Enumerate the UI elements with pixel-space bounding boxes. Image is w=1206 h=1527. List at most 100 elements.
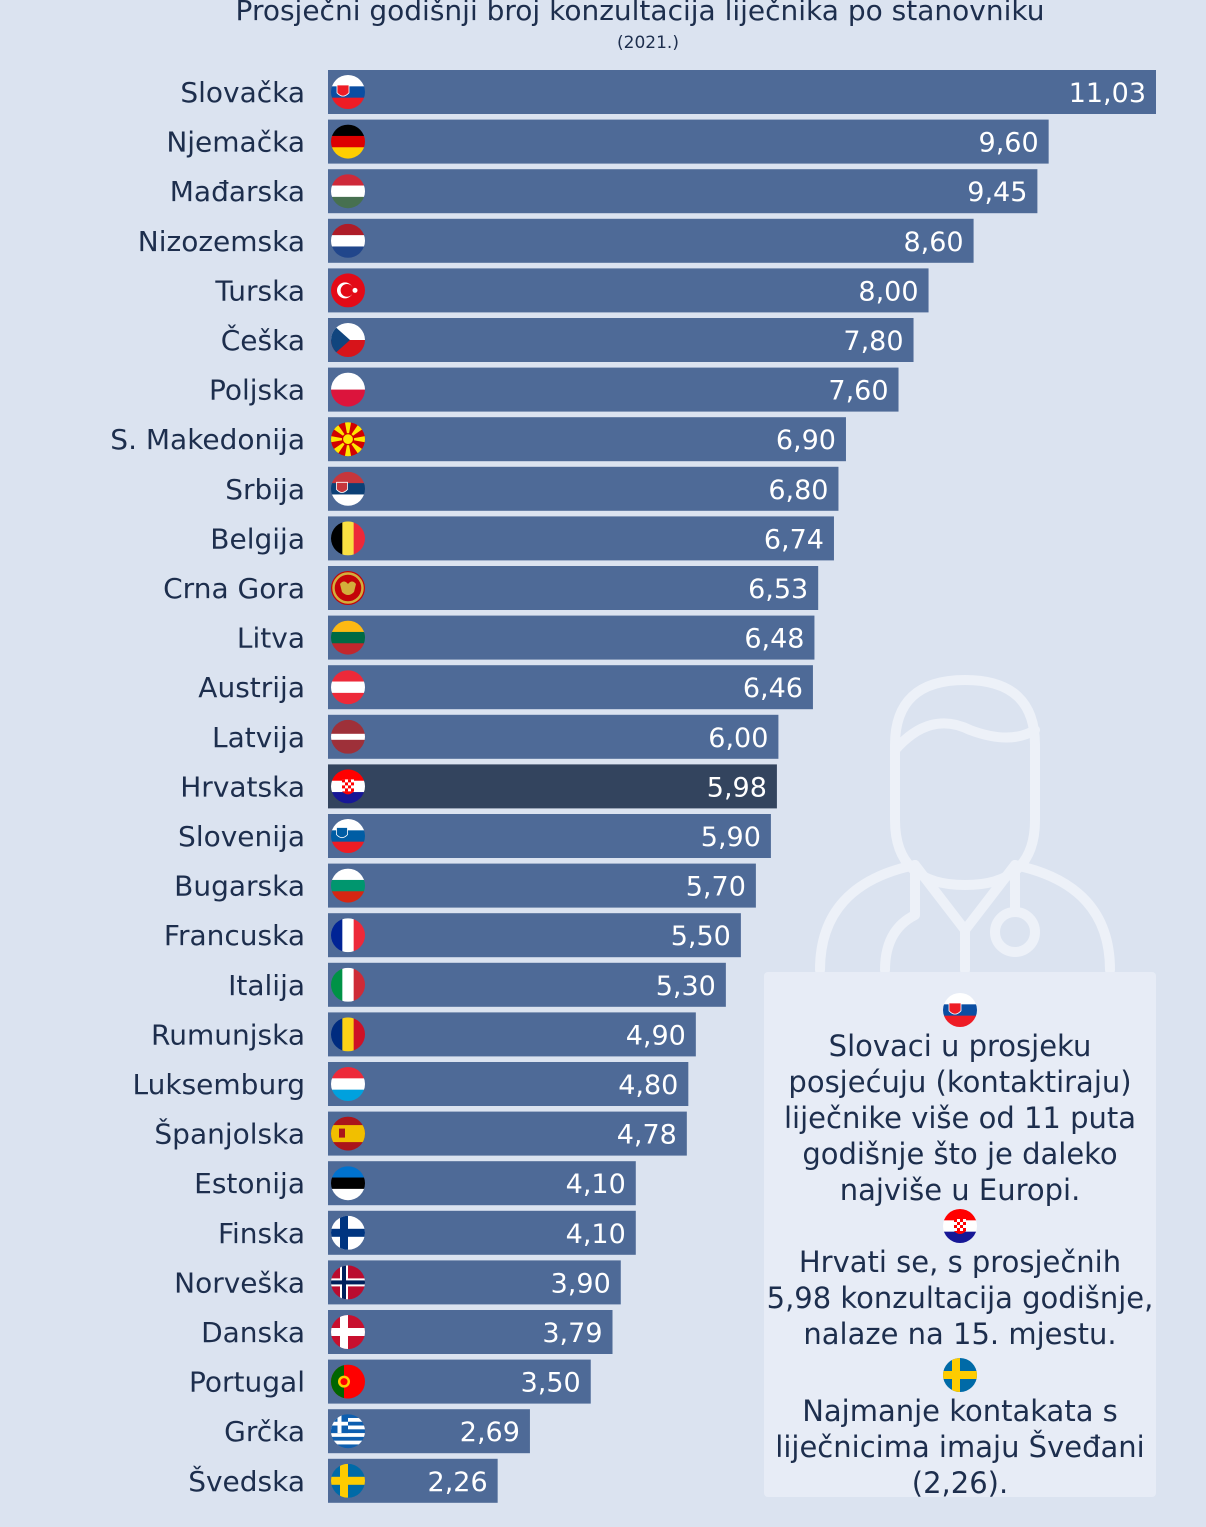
bar-5 <box>328 318 914 362</box>
category-label: Nizozemska <box>138 225 305 258</box>
flag-spain-icon <box>331 1116 365 1151</box>
bar-26 <box>328 1359 591 1404</box>
category-label: Latvija <box>212 721 305 754</box>
info-box: Slovaci u prosjeku posjećuju (kontaktira… <box>764 972 1156 1500</box>
flag-hungary-icon <box>331 174 365 209</box>
value-label: 9,45 <box>967 177 1027 208</box>
flag-netherlands-icon <box>331 223 365 258</box>
value-label: 4,10 <box>566 1219 626 1250</box>
value-label: 5,30 <box>656 971 716 1002</box>
bar-1 <box>328 119 1049 164</box>
bar-10 <box>328 566 819 610</box>
value-label: 8,00 <box>858 276 918 307</box>
flag-austria-icon <box>331 670 365 705</box>
category-label: Danska <box>201 1316 305 1349</box>
flag-croatia-icon <box>331 769 365 804</box>
info-item: Slovaci u prosjeku posjećuju (kontaktira… <box>764 992 1156 1208</box>
category-label: Italija <box>228 969 305 1002</box>
value-label: 6,74 <box>764 524 824 555</box>
category-label: Belgija <box>210 522 305 555</box>
value-label: 4,78 <box>617 1120 677 1151</box>
flag-sweden-icon <box>331 1463 365 1498</box>
value-label: 6,00 <box>708 723 768 754</box>
bar-21 <box>328 1111 687 1156</box>
flag-estonia-icon <box>331 1166 365 1201</box>
flag-latvia-icon <box>331 719 365 754</box>
bar-11 <box>328 615 815 660</box>
bar-4 <box>328 268 929 313</box>
value-label: 9,60 <box>979 128 1039 159</box>
flag-sweden-icon <box>943 1358 977 1392</box>
category-label: Hrvatska <box>180 770 305 803</box>
bar-19 <box>328 1012 696 1057</box>
bar-24 <box>328 1260 621 1305</box>
category-label: Poljska <box>209 374 305 407</box>
flag-germany-icon <box>331 124 365 159</box>
value-label: 6,48 <box>744 624 804 655</box>
value-label: 2,26 <box>428 1467 488 1498</box>
category-label: Rumunjska <box>151 1018 305 1051</box>
bar-2 <box>328 169 1038 214</box>
value-label: 3,79 <box>542 1318 602 1349</box>
category-label: S. Makedonija <box>110 423 305 456</box>
bar-20 <box>328 1062 689 1106</box>
flag-poland-icon <box>331 372 365 407</box>
category-label: Bugarska <box>174 870 305 903</box>
flag-lithuania-icon <box>331 620 365 655</box>
value-label: 6,46 <box>743 673 803 704</box>
category-label: Finska <box>218 1217 305 1250</box>
bar-3 <box>328 218 974 263</box>
flag-finland-icon <box>331 1215 365 1250</box>
bar-18 <box>328 962 726 1007</box>
value-label: 3,90 <box>551 1268 611 1299</box>
category-label: Turska <box>214 274 305 307</box>
info-text: Najmanje kontakata s liječnicima imaju Š… <box>775 1394 1145 1500</box>
category-label: Češka <box>221 323 305 357</box>
category-label: Mađarska <box>170 175 305 208</box>
bar-22 <box>328 1161 636 1206</box>
category-label: Austrija <box>198 671 305 704</box>
flag-croatia-icon <box>943 1209 977 1243</box>
info-item: Hrvati se, s prosječnih 5,98 konzultacij… <box>764 1208 1156 1352</box>
bar-9 <box>328 516 834 561</box>
flag-belgium-icon <box>331 521 365 556</box>
value-label: 7,80 <box>843 326 903 357</box>
value-label: 5,90 <box>701 822 761 853</box>
value-label: 5,98 <box>707 772 767 803</box>
flag-slovakia-icon <box>331 75 365 109</box>
flag-czechia-icon <box>331 323 365 357</box>
flag-montenegro-icon <box>331 571 365 605</box>
flag-bulgaria-icon <box>331 868 365 903</box>
value-label: 4,10 <box>566 1169 626 1200</box>
value-label: 4,80 <box>618 1070 678 1101</box>
bar-7 <box>328 417 846 462</box>
flag-france-icon <box>331 918 365 953</box>
value-label: 5,70 <box>686 872 746 903</box>
bar-25 <box>328 1310 613 1354</box>
info-text: Slovaci u prosjeku posjećuju (kontaktira… <box>783 1029 1137 1207</box>
chart-subtitle: (2021.) <box>617 33 679 53</box>
flag-turkey-icon <box>331 273 365 308</box>
bar-14 <box>328 764 777 809</box>
bar-15 <box>328 814 771 858</box>
bar-6 <box>328 367 899 412</box>
bar-8 <box>328 466 839 511</box>
flag-slovakia-icon <box>943 993 977 1027</box>
value-label: 6,80 <box>768 475 828 506</box>
flag-denmark-icon <box>331 1315 365 1349</box>
value-label: 3,50 <box>521 1368 581 1399</box>
flag-portugal-icon <box>331 1364 365 1399</box>
bar-16 <box>328 863 756 908</box>
doctor-icon <box>815 675 1115 975</box>
bar-0 <box>328 70 1156 114</box>
value-label: 6,90 <box>776 425 836 456</box>
bar-13 <box>328 714 779 759</box>
category-label: Švedska <box>188 1464 305 1498</box>
value-label: 11,03 <box>1069 78 1146 109</box>
category-label: Slovačka <box>180 76 305 109</box>
flag-greece-icon <box>331 1414 365 1449</box>
category-label: Litva <box>237 622 305 655</box>
flag-italy-icon <box>331 967 365 1002</box>
value-label: 2,69 <box>460 1417 520 1448</box>
value-label: 5,50 <box>671 921 731 952</box>
